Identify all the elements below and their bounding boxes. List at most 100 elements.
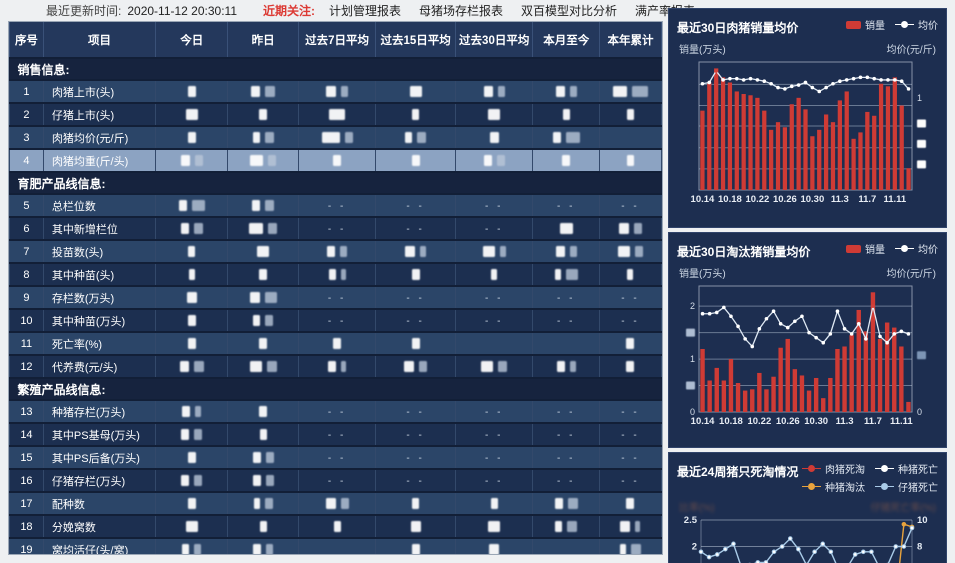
legend-item[interactable]: 种猪死亡 <box>875 461 938 476</box>
column-header[interactable]: 过去7日平均 <box>297 22 377 59</box>
sales-bar <box>771 376 776 412</box>
empty-value: - - <box>598 308 662 333</box>
redaction-block <box>259 269 268 281</box>
column-header[interactable]: 本年累计 <box>598 22 662 59</box>
legend-item[interactable]: 均价 <box>895 17 938 32</box>
table-row[interactable]: 16 仔猪存栏(万头) - -- -- -- -- - <box>9 468 662 493</box>
redacted-value <box>454 262 534 287</box>
redacted-value <box>227 537 299 554</box>
column-header[interactable]: 过去15日平均 <box>375 22 456 59</box>
column-header[interactable]: 今日 <box>155 22 229 59</box>
table-row[interactable]: 19 窝均活仔(头/窝) <box>9 537 662 554</box>
legend-item[interactable]: 销量 <box>846 241 885 256</box>
redacted-value <box>375 331 456 356</box>
redacted-value <box>454 102 534 127</box>
line-point <box>893 78 897 82</box>
sales-bar <box>906 168 911 190</box>
row-number: 6 <box>9 216 44 241</box>
y-tick-label: 0 <box>690 407 695 417</box>
metric-name: 配种数 <box>42 491 157 516</box>
x-tick-label: 10.26 <box>773 194 797 205</box>
legend-item[interactable]: 肉猪死淘 <box>802 461 865 476</box>
table-row[interactable]: 4 肉猪均重(斤/头) <box>9 148 662 173</box>
sales-bar <box>707 380 712 412</box>
table-row[interactable]: 3 肉猪均价(元/斤) <box>9 125 662 150</box>
redacted-value <box>227 445 299 470</box>
line-point <box>899 329 904 334</box>
line-legend-icon <box>895 245 914 252</box>
sales-bar <box>892 327 897 412</box>
redacted-value <box>227 514 299 539</box>
redacted-value <box>227 102 299 127</box>
line-point <box>831 81 835 86</box>
table-row[interactable]: 13 种猪存栏(万头) - -- -- -- -- - <box>9 399 662 424</box>
table-row[interactable]: 11 死亡率(%) <box>9 331 662 356</box>
nav-link-sow-farm-report[interactable]: 母猪场存栏报表 <box>419 4 504 18</box>
cull-pig-sales-chart[interactable]: 10.14 10.18 10.22 10.26 10.30 11.3 11.7 11.11 2 1… <box>677 281 938 429</box>
empty-value: - - <box>454 216 534 241</box>
column-header[interactable]: 项目 <box>42 22 157 59</box>
table-row[interactable]: 7 投苗数(头) <box>9 239 662 264</box>
empty-value: - - <box>297 445 377 470</box>
legend-item[interactable]: 均价 <box>895 241 938 256</box>
table-row[interactable]: 15 其中PS后备(万头) - -- -- -- -- - <box>9 445 662 470</box>
table-row[interactable]: 9 存栏数(万头) - -- -- -- -- - <box>9 285 662 310</box>
table-row[interactable]: 17 配种数 <box>9 491 662 516</box>
redaction-block <box>489 132 499 144</box>
x-tick-label: 10.30 <box>800 194 824 205</box>
metric-name: 肉猪均重(斤/头) <box>42 148 157 173</box>
series-point <box>812 549 817 555</box>
empty-value: - - <box>454 399 534 424</box>
redacted-value <box>155 102 229 127</box>
table-row[interactable]: 12 代养费(元/头) <box>9 354 662 379</box>
line-legend-icon <box>802 465 821 472</box>
redaction-block <box>253 498 260 510</box>
column-header[interactable]: 序号 <box>9 22 44 59</box>
y-tick-label: 2 <box>692 542 697 553</box>
redacted-value <box>227 148 299 173</box>
column-header[interactable]: 过去30日平均 <box>454 22 534 59</box>
redacted-value <box>155 445 229 470</box>
line-legend-icon <box>875 483 894 490</box>
table-row[interactable]: 14 其中PS基母(万头) - -- -- -- -- - <box>9 422 662 447</box>
sales-bar <box>782 127 788 190</box>
redaction-block <box>626 155 634 167</box>
column-header[interactable]: 本月至今 <box>532 22 600 59</box>
table-row[interactable]: 8 其中种苗(头) <box>9 262 662 287</box>
line-point <box>879 78 883 82</box>
redaction-block <box>266 361 277 373</box>
column-header[interactable]: 昨日 <box>227 22 299 59</box>
table-row[interactable]: 5 总栏位数 - -- -- -- -- - <box>9 193 662 218</box>
sales-bar <box>785 338 790 412</box>
table-row[interactable]: 6 其中新增栏位 - -- -- - <box>9 216 662 241</box>
redaction-block <box>567 521 578 533</box>
redacted-value <box>375 125 456 150</box>
redaction-block <box>187 132 196 144</box>
empty-value: - - <box>454 468 534 493</box>
redaction-block <box>182 544 190 554</box>
redaction-block <box>405 132 413 144</box>
redacted-value <box>598 491 662 516</box>
line-point <box>707 80 712 85</box>
legend-label: 种猪淘汰 <box>825 483 865 494</box>
line-point <box>892 332 897 336</box>
table-row[interactable]: 18 分娩窝数 <box>9 514 662 539</box>
table-row[interactable]: 10 其中种苗(万头) - -- -- -- -- - <box>9 308 662 333</box>
section-header-row: 繁殖产品线信息: <box>9 377 662 401</box>
legend-item[interactable]: 种猪淘汰 <box>802 479 865 494</box>
empty-value: - - <box>598 445 662 470</box>
sales-bar <box>714 367 719 412</box>
table-row[interactable]: 2 仔猪上市(头) <box>9 102 662 127</box>
legend-item[interactable]: 销量 <box>846 17 885 32</box>
redacted-value <box>297 148 377 173</box>
line-legend-icon <box>802 483 821 490</box>
nav-link-model-compare[interactable]: 双百模型对比分析 <box>521 4 618 18</box>
legend-item[interactable]: 仔猪死亡 <box>875 479 938 494</box>
death-cull-chart[interactable]: 2.510281.56 <box>677 515 938 563</box>
pig-sales-chart[interactable]: 10.14 10.18 10.22 10.26 10.30 11.3 11.7 11.11 1 <box>677 57 938 207</box>
highlighted-point <box>714 69 718 73</box>
redacted-value <box>598 148 662 173</box>
nav-link-plan-report[interactable]: 计划管理报表 <box>329 4 402 18</box>
sales-bar <box>837 100 842 190</box>
table-row[interactable]: 1 肉猪上市(头) <box>9 79 662 104</box>
